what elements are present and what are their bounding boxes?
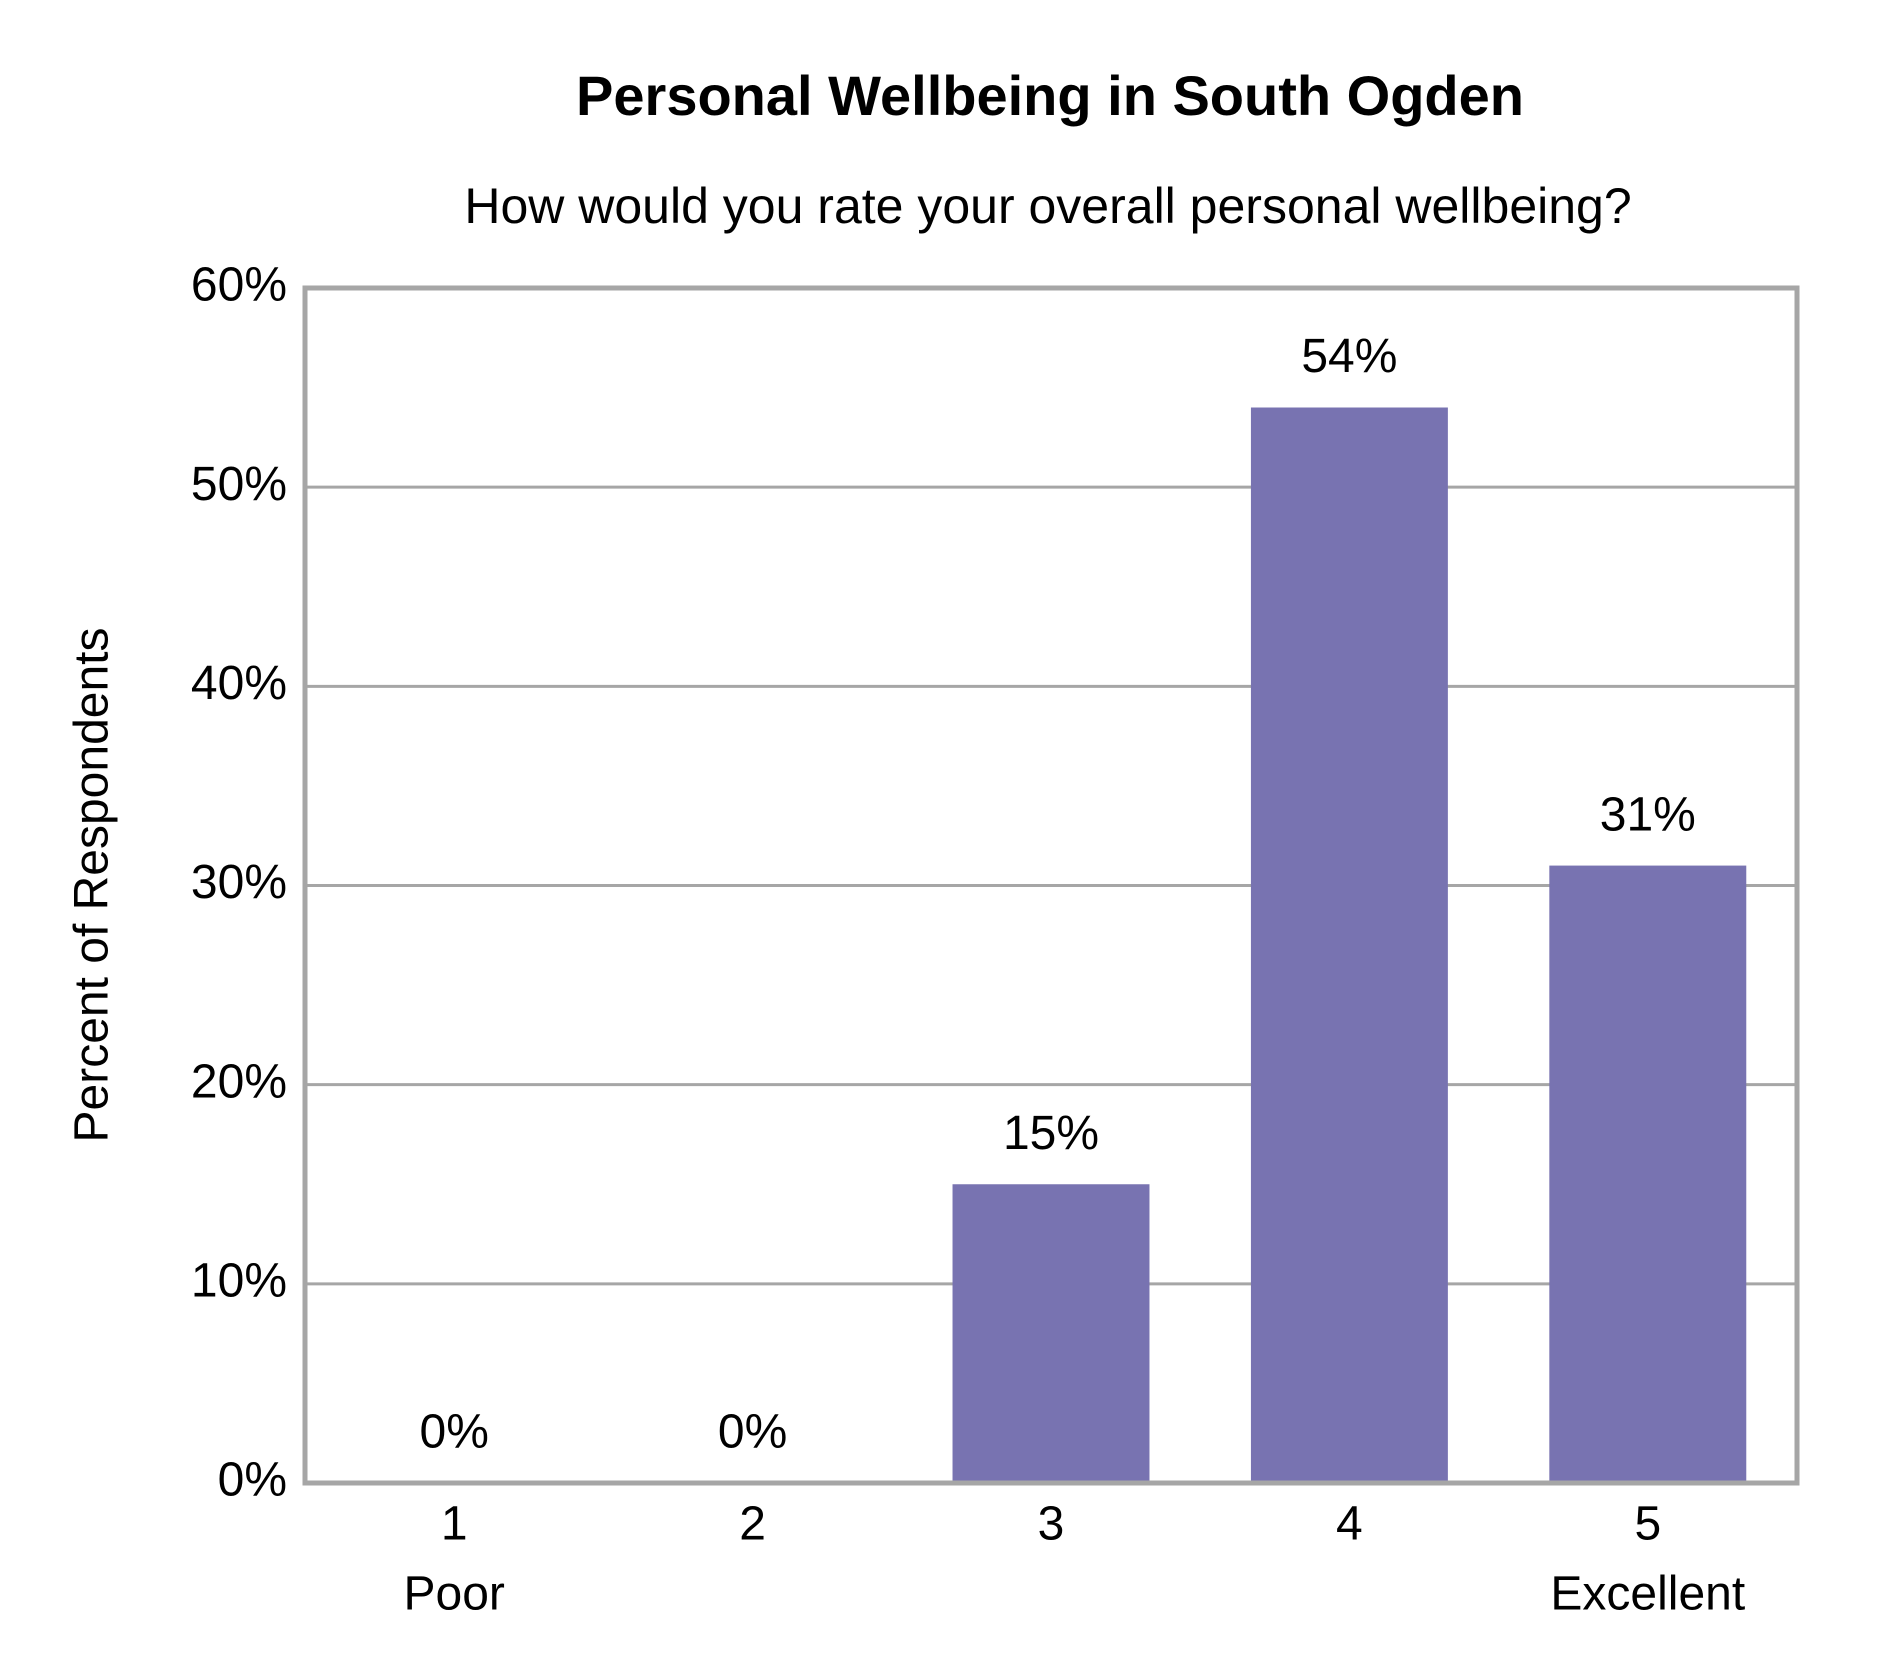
y-tick-label: 0% [218, 1454, 287, 1507]
x-tick-label: 4 [1336, 1498, 1363, 1551]
x-tick-sublabel: Excellent [1550, 1568, 1745, 1621]
bar [1549, 865, 1747, 1483]
data-label: 15% [1003, 1107, 1099, 1160]
y-tick-label: 10% [191, 1255, 287, 1308]
data-label: 0% [420, 1406, 489, 1459]
y-tick-label: 60% [191, 259, 287, 312]
data-label: 31% [1600, 788, 1696, 841]
y-tick-label: 20% [191, 1055, 287, 1108]
y-tick-label: 40% [191, 657, 287, 710]
x-tick-label: 3 [1038, 1498, 1065, 1551]
x-tick-label: 5 [1634, 1498, 1661, 1551]
bar [1250, 407, 1448, 1483]
plot-border [302, 285, 1800, 1486]
y-axis-label: Percent of Respondents [66, 628, 119, 1143]
x-tick-label: 1 [441, 1498, 468, 1551]
y-tick-label: 50% [191, 458, 287, 511]
bar [952, 1184, 1150, 1483]
x-tick-sublabel: Poor [404, 1568, 505, 1621]
chart-title: Personal Wellbeing in South Ogden [576, 64, 1524, 127]
y-tick-label: 30% [191, 856, 287, 909]
chart-subtitle: How would you rate your overall personal… [464, 178, 1631, 234]
x-tick-label: 2 [739, 1498, 766, 1551]
data-label: 54% [1301, 330, 1397, 383]
data-label: 0% [718, 1406, 787, 1459]
